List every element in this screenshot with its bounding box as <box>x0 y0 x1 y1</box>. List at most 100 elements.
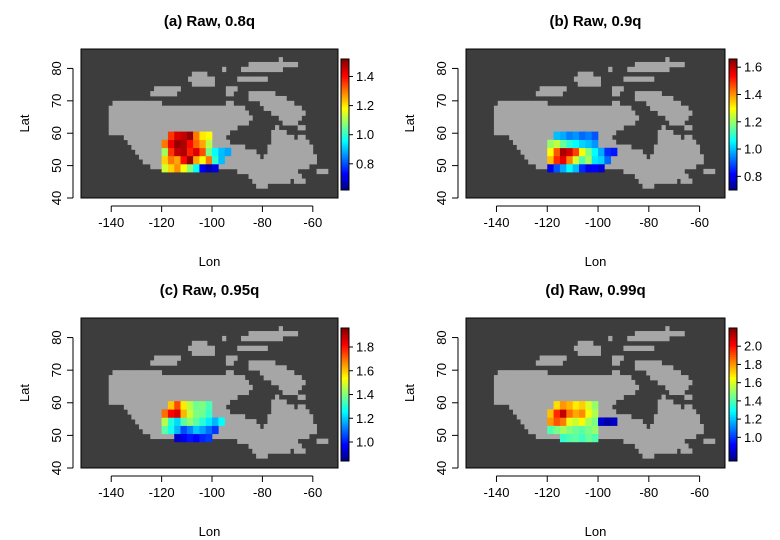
land-cell <box>241 428 246 435</box>
land-cell <box>210 81 215 87</box>
land-cell <box>627 76 632 82</box>
heat-cell <box>591 425 599 435</box>
land-cell <box>218 414 223 420</box>
land-cell <box>543 375 548 381</box>
land-cell <box>661 159 666 165</box>
land-cell <box>699 154 704 160</box>
land-cell <box>657 360 662 366</box>
land-cell <box>535 419 541 425</box>
land-cell <box>229 384 234 391</box>
land-cell <box>275 144 280 150</box>
land-cell <box>271 379 276 386</box>
land-cell <box>680 379 685 386</box>
land-cell <box>608 110 613 116</box>
land-cell <box>657 100 662 107</box>
colorbar-segment <box>341 146 349 149</box>
land-cell <box>241 149 246 155</box>
land-cell <box>263 91 268 97</box>
land-cell <box>290 419 295 425</box>
land-cell <box>278 384 283 391</box>
data-cells <box>547 401 618 443</box>
x-tick-label: -140 <box>483 215 509 230</box>
land-cell <box>570 375 575 381</box>
land-cell <box>543 149 548 155</box>
land-cell <box>184 375 189 381</box>
land-cell <box>672 404 678 410</box>
heat-cell <box>572 417 580 426</box>
colorbar-segment <box>729 128 737 132</box>
colorbar-segment <box>341 352 349 355</box>
land-cell <box>623 375 628 381</box>
colorbar-segment <box>729 403 737 406</box>
land-cell <box>184 115 189 121</box>
land-cell <box>642 433 647 440</box>
land-cell <box>596 404 601 410</box>
colorbar-segment <box>729 144 737 147</box>
heat-cell <box>193 163 200 173</box>
land-cell <box>596 428 601 435</box>
land-cell <box>282 331 287 337</box>
land-cell <box>688 134 693 141</box>
land-cell <box>615 428 621 435</box>
land-cell <box>165 375 170 381</box>
land-cell <box>528 120 533 126</box>
land-cell <box>263 178 268 184</box>
land-cell <box>146 423 151 430</box>
land-cell <box>688 110 693 116</box>
land-cell <box>180 105 185 111</box>
land-cell <box>581 71 586 77</box>
land-cell <box>661 438 666 444</box>
land-cell <box>301 163 306 170</box>
land-cell <box>191 345 197 352</box>
land-cell <box>161 433 166 440</box>
land-cell <box>669 149 674 155</box>
land-cell <box>539 384 544 391</box>
land-cell <box>120 129 125 136</box>
colorbar-segment <box>729 159 737 163</box>
land-cell <box>275 375 280 381</box>
land-cell <box>661 335 666 342</box>
land-cell <box>695 149 701 155</box>
land-cell <box>278 61 283 68</box>
land-cell <box>524 375 529 381</box>
land-cell <box>691 428 697 435</box>
colorbar-segment <box>341 449 349 453</box>
land-cell <box>535 414 541 420</box>
colorbar-segment <box>341 350 349 353</box>
land-cell <box>214 110 219 116</box>
land-cell <box>512 105 518 111</box>
land-cell <box>237 375 242 381</box>
land-cell <box>275 335 280 342</box>
land-cell <box>138 115 144 121</box>
land-cell <box>676 428 681 435</box>
land-cell <box>596 105 601 111</box>
land-cell <box>229 370 234 376</box>
land-cell <box>225 394 231 400</box>
colorbar-segment <box>729 341 737 344</box>
land-cell <box>551 360 556 366</box>
land-cell <box>146 419 151 425</box>
land-cell <box>623 120 628 126</box>
land-cell <box>199 81 204 87</box>
heat-cell <box>579 131 586 140</box>
colorbar-segment <box>729 447 737 451</box>
heat-cell <box>553 401 561 410</box>
land-cell <box>661 163 666 170</box>
land-cell <box>218 428 223 435</box>
land-cell <box>585 345 590 352</box>
land-cell <box>657 110 662 116</box>
land-cell <box>157 419 163 425</box>
land-cell <box>672 159 678 165</box>
land-cell <box>320 438 325 444</box>
land-cell <box>669 443 674 449</box>
land-cell <box>608 399 613 405</box>
x-tick-label: -120 <box>149 215 175 230</box>
land-cell <box>157 134 163 141</box>
colorbar-segment <box>729 330 737 333</box>
land-cell <box>512 409 518 415</box>
heat-cell <box>604 147 612 157</box>
land-cell <box>259 159 265 165</box>
land-cell <box>282 414 287 420</box>
land-cell <box>263 168 268 175</box>
